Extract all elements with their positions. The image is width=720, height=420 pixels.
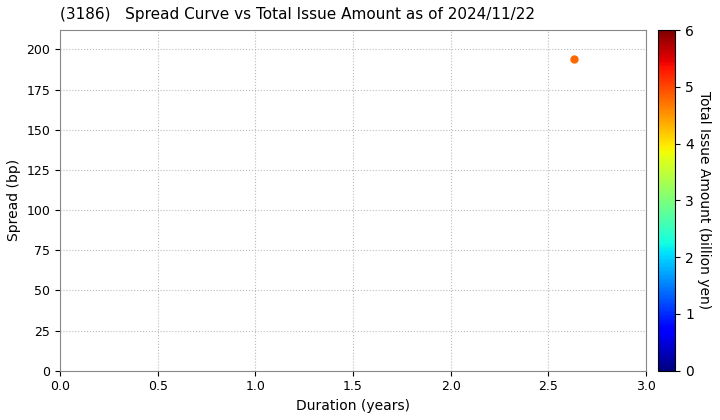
Text: (3186)   Spread Curve vs Total Issue Amount as of 2024/11/22: (3186) Spread Curve vs Total Issue Amoun…	[60, 7, 535, 22]
X-axis label: Duration (years): Duration (years)	[296, 399, 410, 413]
Y-axis label: Spread (bp): Spread (bp)	[7, 159, 21, 242]
Point	[568, 55, 580, 62]
Y-axis label: Total Issue Amount (billion yen): Total Issue Amount (billion yen)	[697, 92, 711, 310]
